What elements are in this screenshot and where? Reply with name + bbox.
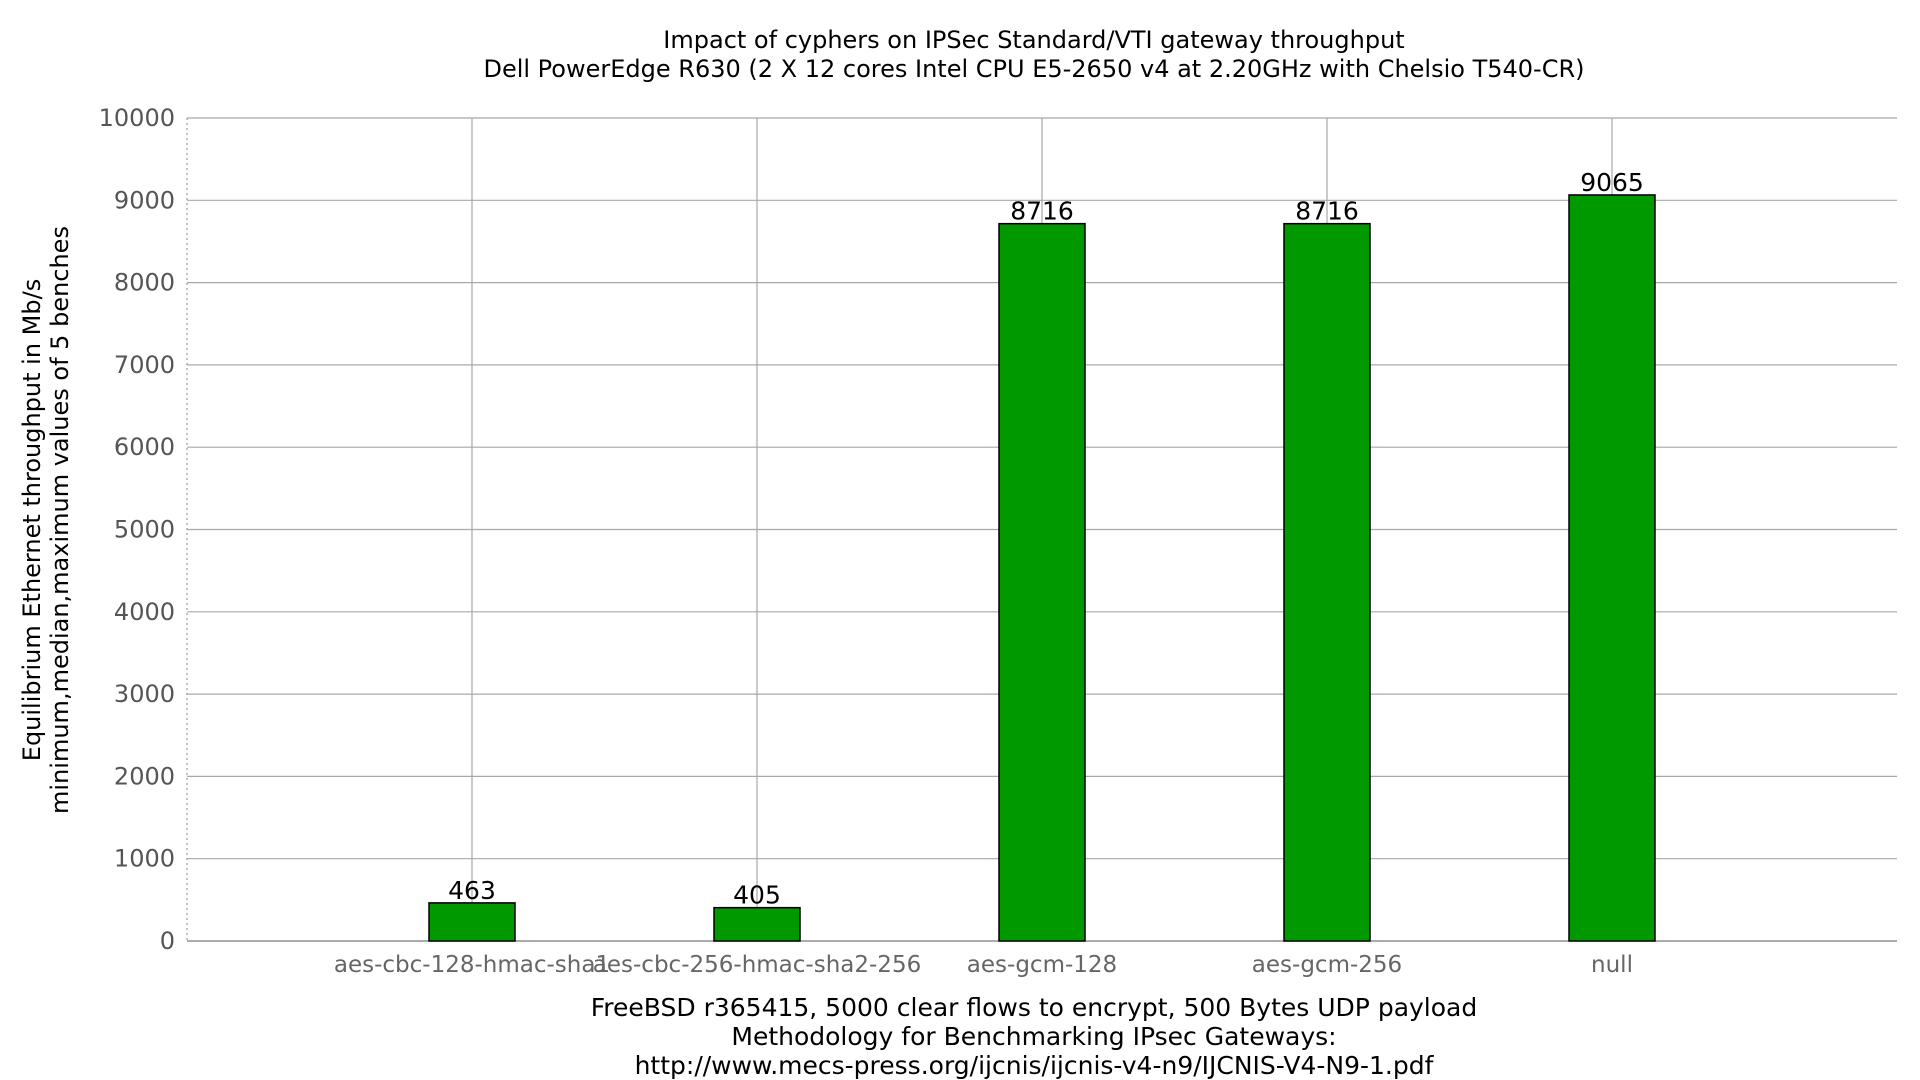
x-tick-label: aes-cbc-256-hmac-sha2-256 xyxy=(593,952,921,978)
bar xyxy=(1568,194,1656,942)
y-axis-label-group: Equilibrium Ethernet throughput in Mb/s … xyxy=(18,226,74,814)
x-tick-label: aes-gcm-256 xyxy=(1252,952,1402,978)
y-tick-label: 3000 xyxy=(114,680,175,708)
bar xyxy=(713,906,801,942)
bar xyxy=(998,222,1086,942)
x-axis-label-line-3: http://www.mecs-press.org/ijcnis/ijcnis-… xyxy=(635,1051,1435,1080)
y-axis-label-line-1: Equilibrium Ethernet throughput in Mb/s xyxy=(18,279,46,761)
y-tick-label: 9000 xyxy=(114,186,175,214)
y-axis-label-line-2: minimum,median,maximum values of 5 bench… xyxy=(46,226,74,814)
y-tick-label: 0 xyxy=(160,927,175,955)
data-labels: 463 405 8716 8716 9065 xyxy=(448,168,1644,910)
x-tick-label: null xyxy=(1591,952,1633,978)
data-label: 463 xyxy=(448,876,496,905)
y-tick-label: 5000 xyxy=(114,516,175,544)
data-label: 8716 xyxy=(1010,197,1074,226)
y-tick-label: 2000 xyxy=(114,762,175,790)
bar xyxy=(1283,222,1371,942)
bar xyxy=(428,902,516,942)
y-tick-label: 8000 xyxy=(114,269,175,297)
y-tick-label: 1000 xyxy=(114,845,175,873)
y-tick-label: 10000 xyxy=(99,104,175,132)
x-tick-label: aes-gcm-128 xyxy=(967,952,1117,978)
y-tick-label: 4000 xyxy=(114,598,175,626)
y-tick-label: 6000 xyxy=(114,433,175,461)
chart-title: Impact of cyphers on IPSec Standard/VTI … xyxy=(663,26,1404,54)
x-tick-label: aes-cbc-128-hmac-sha1 xyxy=(334,952,610,978)
x-axis-ticks: aes-cbc-128-hmac-sha1aes-cbc-256-hmac-sh… xyxy=(334,952,1633,978)
y-tick-label: 7000 xyxy=(114,351,175,379)
data-label: 8716 xyxy=(1295,197,1359,226)
x-axis-label-line-2: Methodology for Benchmarking IPsec Gatew… xyxy=(731,1022,1336,1051)
x-axis-label-line-1: FreeBSD r365415, 5000 clear flows to enc… xyxy=(591,993,1478,1022)
y-axis-ticks: 0 1000 2000 3000 4000 5000 6000 7000 8000 9000 100… xyxy=(99,104,175,955)
bars xyxy=(428,194,1656,942)
chart-subtitle: Dell PowerEdge R630 (2 X 12 cores Intel … xyxy=(483,55,1584,83)
data-label: 405 xyxy=(733,881,781,910)
data-label: 9065 xyxy=(1580,168,1644,197)
